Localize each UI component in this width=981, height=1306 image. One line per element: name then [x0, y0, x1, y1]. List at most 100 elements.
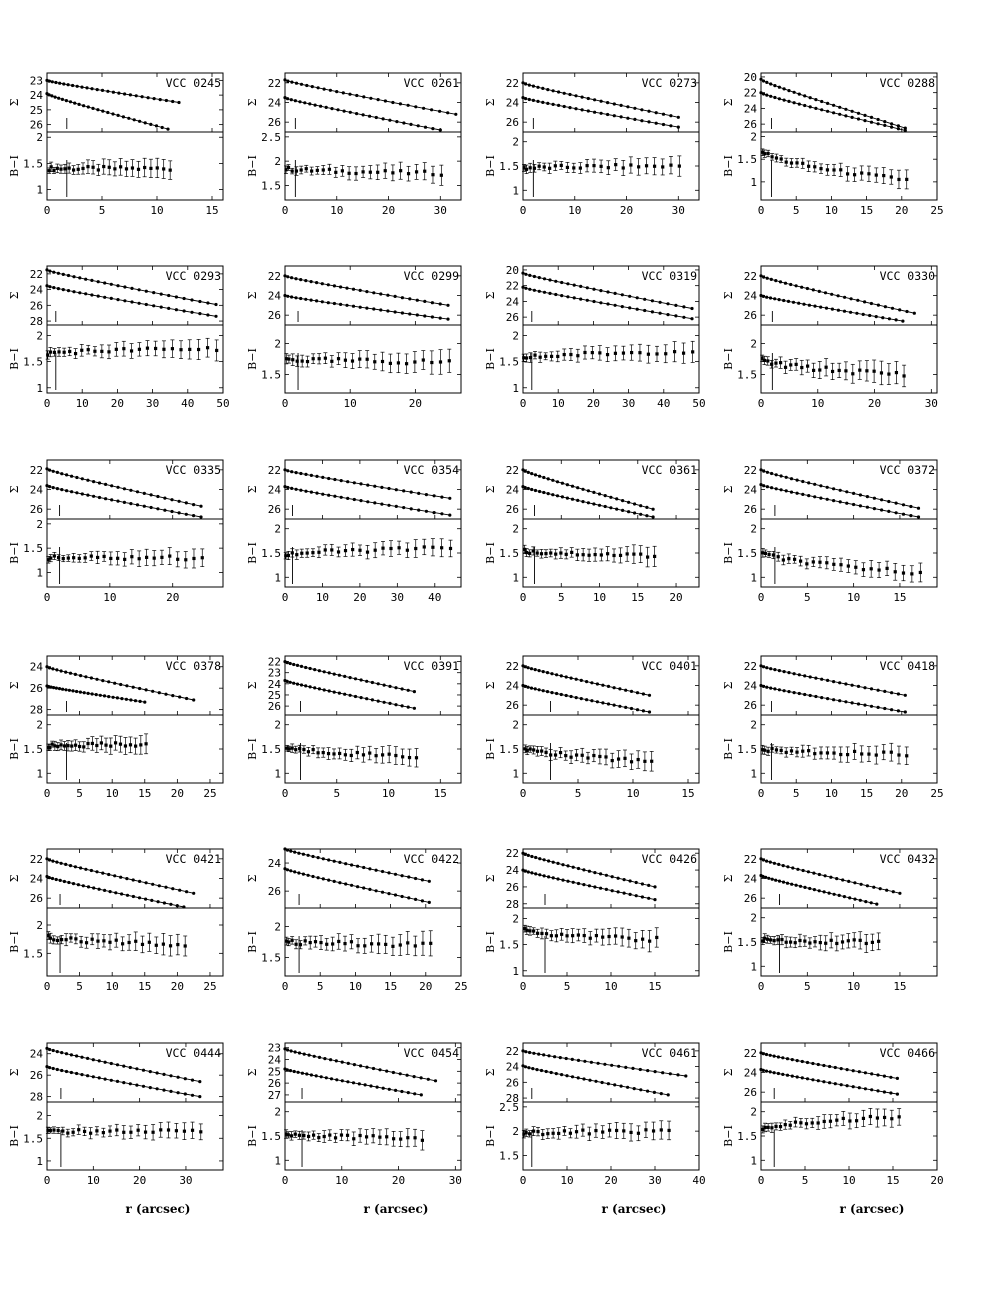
- b-band-profile-point: [647, 693, 652, 697]
- b-band-profile-point: [352, 1063, 356, 1067]
- profile-y-tick-label: 25: [30, 104, 43, 117]
- b-band-profile-point: [759, 77, 763, 81]
- color-point: [361, 170, 365, 174]
- b-band-profile-point: [772, 861, 777, 865]
- i-band-profile-point: [359, 696, 363, 700]
- profile-y-tick-label: 22: [30, 464, 43, 477]
- i-band-profile-point: [537, 688, 541, 692]
- color-point: [365, 550, 370, 554]
- i-band-profile-point: [794, 883, 798, 887]
- b-band-profile-point: [541, 86, 545, 90]
- galaxy-name-label: VCC 0319: [642, 269, 697, 283]
- i-band-profile-point: [561, 878, 565, 882]
- x-tick-label: 25: [203, 980, 216, 993]
- i-band-profile-point: [198, 1095, 202, 1099]
- i-band-profile-point: [759, 683, 763, 688]
- color-point: [771, 553, 776, 557]
- i-band-profile-point: [863, 1087, 868, 1091]
- color-y-tick-label: 2: [512, 523, 519, 536]
- i-band-profile-point: [353, 694, 358, 699]
- color-y-axis-label: B−I: [246, 931, 259, 953]
- color-point: [373, 548, 377, 552]
- color-point: [327, 167, 332, 171]
- b-band-profile-point: [54, 80, 58, 85]
- b-band-profile-point: [800, 285, 804, 289]
- profile-y-tick-label: 28: [30, 704, 43, 717]
- color-y-tick-label: 1: [512, 965, 519, 978]
- color-point: [558, 750, 563, 755]
- color-point: [82, 1129, 87, 1134]
- i-band-profile-point: [547, 875, 551, 879]
- i-band-profile-point: [894, 318, 898, 322]
- x-tick-label: 20: [604, 1174, 617, 1187]
- b-band-profile-point: [856, 298, 860, 302]
- color-point: [587, 1132, 591, 1136]
- color-point: [770, 746, 774, 751]
- i-band-profile-point: [332, 879, 336, 884]
- i-band-profile-point: [75, 1071, 79, 1076]
- x-tick-label: 10: [316, 591, 329, 604]
- color-point: [286, 165, 291, 170]
- i-band-profile-point: [75, 689, 79, 694]
- i-band-profile-point: [773, 687, 777, 691]
- i-band-profile-point: [199, 515, 203, 519]
- x-tick-label: 0: [520, 1174, 527, 1187]
- i-band-profile-point: [640, 119, 644, 123]
- profile-y-tick-label: 26: [30, 299, 43, 312]
- b-band-profile-point: [789, 282, 793, 287]
- color-point: [890, 1117, 894, 1121]
- color-point: [420, 1138, 424, 1142]
- i-band-profile-point: [916, 515, 921, 519]
- b-band-profile-point: [92, 480, 96, 484]
- b-band-profile-point: [400, 687, 404, 691]
- b-band-profile-point: [676, 1073, 680, 1077]
- i-band-profile-point: [808, 693, 812, 698]
- b-band-profile-point: [820, 99, 824, 104]
- i-band-profile-point: [566, 879, 570, 883]
- b-band-profile-point: [96, 280, 100, 284]
- color-point: [585, 164, 589, 168]
- b-band-profile-point: [524, 272, 528, 276]
- color-point: [616, 757, 621, 761]
- b-band-profile-point: [346, 1061, 350, 1065]
- color-point: [302, 747, 306, 752]
- b-band-profile-point: [206, 301, 210, 305]
- b-band-profile-point: [783, 281, 788, 285]
- b-band-profile-point: [158, 98, 162, 102]
- color-y-axis-label: B−I: [722, 931, 735, 953]
- color-point: [835, 941, 839, 946]
- galaxy-name-label: VCC 0354: [404, 463, 459, 477]
- b-band-profile-point: [887, 499, 891, 504]
- b-band-profile-point: [759, 468, 763, 472]
- color-point: [621, 351, 626, 355]
- b-band-profile-point: [845, 1068, 849, 1072]
- b-band-profile-point: [285, 661, 289, 665]
- b-band-profile-point: [852, 491, 856, 495]
- i-band-profile-point: [551, 876, 555, 880]
- b-band-profile-point: [769, 667, 773, 671]
- i-band-profile-point: [606, 112, 610, 117]
- color-point: [423, 169, 427, 173]
- b-band-profile-point: [568, 92, 572, 97]
- b-band-profile-point: [174, 295, 178, 299]
- b-band-profile-point: [838, 105, 842, 109]
- b-band-profile-point: [348, 676, 352, 680]
- color-frame: [760, 324, 938, 394]
- color-point: [667, 1128, 671, 1133]
- b-band-profile-point: [359, 1064, 363, 1068]
- b-band-profile-point: [869, 301, 874, 306]
- i-band-profile-point: [647, 710, 652, 714]
- x-tick-label: 0: [44, 1174, 51, 1187]
- color-point: [638, 351, 642, 355]
- color-point: [818, 940, 822, 945]
- i-band-profile-point: [802, 302, 806, 306]
- b-band-profile-point: [524, 82, 528, 86]
- galaxy-name-label: VCC 0391: [404, 659, 459, 673]
- color-point: [828, 1119, 833, 1123]
- color-point: [100, 349, 104, 353]
- color-y-tick-label: 2: [750, 1106, 757, 1119]
- b-band-profile-point: [128, 1065, 132, 1070]
- i-band-profile-point: [152, 304, 156, 308]
- profile-y-axis-label: Σ: [8, 291, 21, 299]
- b-band-profile-point: [765, 859, 769, 863]
